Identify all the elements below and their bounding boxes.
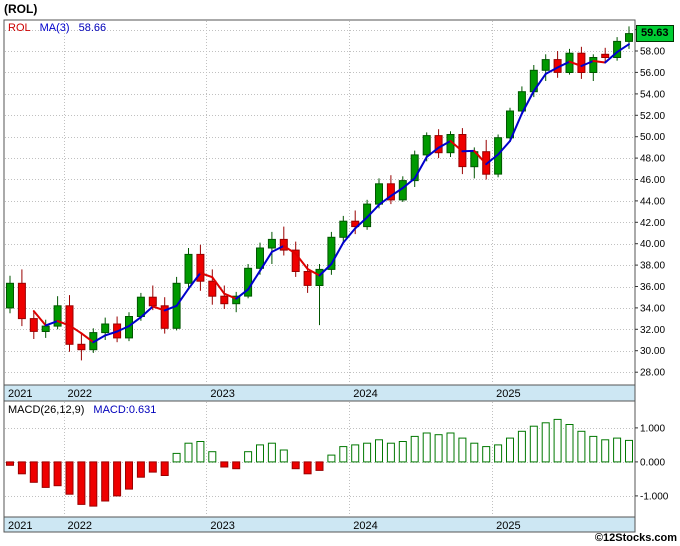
svg-text:2024: 2024 xyxy=(353,388,377,400)
svg-text:44.00: 44.00 xyxy=(640,196,665,207)
svg-text:48.00: 48.00 xyxy=(640,154,665,165)
svg-text:2023: 2023 xyxy=(210,388,234,400)
svg-text:2021: 2021 xyxy=(8,520,32,532)
svg-text:58.00: 58.00 xyxy=(640,47,665,58)
svg-text:28.00: 28.00 xyxy=(640,368,665,379)
macd-legend: MACD(26,12,9) MACD:0.631 xyxy=(8,404,156,416)
svg-text:52.00: 52.00 xyxy=(640,111,665,122)
price-legend: ROL MA(3) 58.66 xyxy=(8,22,106,34)
legend-ma-label: MA(3) xyxy=(39,22,70,34)
svg-text:34.00: 34.00 xyxy=(640,303,665,314)
legend-macd-value: MACD:0.631 xyxy=(93,404,157,416)
axis-labels: 28.00 30.00 32.00 34.00 36.00 38.00 40.00 42.00… xyxy=(635,25,669,502)
svg-text:30.00: 30.00 xyxy=(640,346,665,357)
svg-text:32.00: 32.00 xyxy=(640,325,665,336)
svg-text:2021: 2021 xyxy=(8,388,32,400)
legend-ma-value: 58.66 xyxy=(78,22,107,34)
svg-text:2024: 2024 xyxy=(353,520,377,532)
svg-text:42.00: 42.00 xyxy=(640,218,665,229)
svg-text:1.000: 1.000 xyxy=(640,423,665,434)
svg-text:36.00: 36.00 xyxy=(640,282,665,293)
svg-text:46.00: 46.00 xyxy=(640,175,665,186)
svg-text:50.00: 50.00 xyxy=(640,132,665,143)
legend-macd-label: MACD(26,12,9) xyxy=(8,404,85,416)
svg-text:-1.000: -1.000 xyxy=(640,491,669,502)
gridlines xyxy=(5,21,634,516)
last-price-label: 59.63 xyxy=(636,25,674,42)
svg-text:2022: 2022 xyxy=(68,388,92,400)
svg-text:2022: 2022 xyxy=(68,520,92,532)
watermark: ©12Stocks.com xyxy=(594,532,677,544)
ma-line xyxy=(32,43,630,344)
legend-symbol: ROL xyxy=(8,22,31,34)
x-axis-bands xyxy=(3,384,636,533)
candlestick-series xyxy=(6,26,633,361)
svg-text:2025: 2025 xyxy=(496,388,520,400)
year-labels: 2021 2021 2022 2022 2023 2023 2024 2024 2025 2025 xyxy=(8,388,521,532)
svg-text:38.00: 38.00 xyxy=(640,261,665,272)
svg-text:2023: 2023 xyxy=(210,520,234,532)
svg-text:2025: 2025 xyxy=(496,520,520,532)
chart-title: (ROL) xyxy=(4,2,38,16)
macd-histogram xyxy=(6,418,633,507)
svg-text:40.00: 40.00 xyxy=(640,239,665,250)
svg-text:54.00: 54.00 xyxy=(640,89,665,100)
svg-text:0.000: 0.000 xyxy=(640,457,665,468)
svg-text:56.00: 56.00 xyxy=(640,68,665,79)
